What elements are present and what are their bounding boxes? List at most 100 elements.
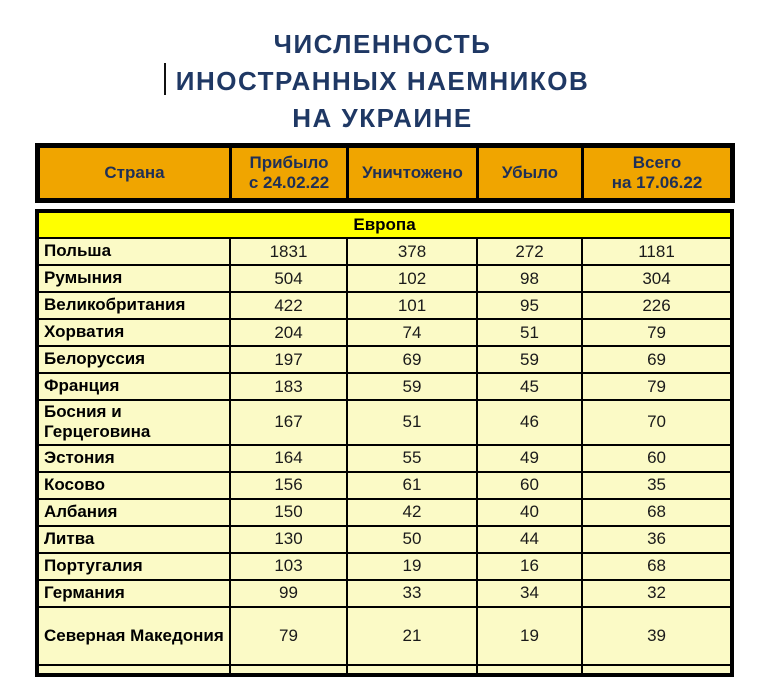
- value-cell: 44: [476, 524, 583, 554]
- value-cell: 36: [580, 524, 734, 554]
- value-cell: 69: [580, 345, 734, 374]
- title-line-2: ИНОСТРАННЫХ НАЕМНИКОВ: [175, 66, 590, 96]
- clipped-next-row: [36, 663, 734, 676]
- value-cell: 50: [346, 524, 478, 554]
- section-row-europe: Европа: [35, 210, 734, 239]
- value-cell: 101: [346, 291, 478, 320]
- country-cell: Португалия: [36, 551, 231, 581]
- table-row: Румыния 504 102 98 304: [36, 264, 734, 293]
- clipped-cell: [229, 663, 348, 676]
- value-cell: 1181: [580, 237, 734, 266]
- value-cell: 60: [476, 470, 583, 500]
- value-cell: 51: [476, 318, 583, 347]
- country-cell: Польша: [36, 237, 231, 266]
- table-row: Великобритания 422 101 95 226: [36, 291, 734, 320]
- country-cell: Северная Македония: [36, 605, 231, 666]
- value-cell: 204: [229, 318, 348, 347]
- header-cell-country: Страна: [36, 144, 232, 202]
- value-cell: 35: [580, 470, 734, 500]
- table-header-band: Страна Прибыло с 24.02.22 Уничтожено Убы…: [35, 143, 735, 203]
- country-cell: Босния и Герцеговина: [36, 399, 231, 446]
- value-cell: 33: [346, 578, 478, 608]
- value-cell: 378: [346, 237, 478, 266]
- table-row: Хорватия 204 74 51 79: [36, 318, 734, 347]
- value-cell: 19: [476, 605, 583, 666]
- value-cell: 226: [580, 291, 734, 320]
- value-cell: 164: [229, 443, 348, 473]
- table-row: Литва 130 50 44 36: [36, 524, 734, 554]
- country-cell: Косово: [36, 470, 231, 500]
- value-cell: 68: [580, 551, 734, 581]
- value-cell: 16: [476, 551, 583, 581]
- country-cell: Германия: [36, 578, 231, 608]
- value-cell: 55: [346, 443, 478, 473]
- value-cell: 32: [580, 578, 734, 608]
- value-cell: 150: [229, 497, 348, 527]
- section-label: Европа: [35, 210, 734, 239]
- value-cell: 130: [229, 524, 348, 554]
- table-row: Албания 150 42 40 68: [36, 497, 734, 527]
- table-body: Польша 1831 378 272 1181 Румыния 504 102 98 304 Ве…: [36, 237, 734, 666]
- value-cell: 19: [346, 551, 478, 581]
- value-cell: 272: [476, 237, 583, 266]
- table-row: Португалия 103 19 16 68: [36, 551, 734, 581]
- data-table: Европа Польша 1831 378 272 1181 Румыния 504 102…: [35, 209, 735, 677]
- value-cell: 103: [229, 551, 348, 581]
- value-cell: 46: [476, 399, 583, 446]
- header-cell-destroyed: Уничтожено: [346, 144, 479, 202]
- value-cell: 304: [580, 264, 734, 293]
- country-cell: Албания: [36, 497, 231, 527]
- value-cell: 34: [476, 578, 583, 608]
- table-row: Польша 1831 378 272 1181: [36, 237, 734, 266]
- header-cell-arrived: Прибыло с 24.02.22: [229, 144, 349, 202]
- country-cell: Румыния: [36, 264, 231, 293]
- value-cell: 197: [229, 345, 348, 374]
- value-cell: 102: [346, 264, 478, 293]
- value-cell: 59: [346, 372, 478, 401]
- clipped-cell: [346, 663, 478, 676]
- value-cell: 79: [229, 605, 348, 666]
- country-cell: Белоруссия: [36, 345, 231, 374]
- value-cell: 45: [476, 372, 583, 401]
- header-row: Страна Прибыло с 24.02.22 Уничтожено Убы…: [36, 144, 734, 202]
- value-cell: 42: [346, 497, 478, 527]
- value-cell: 183: [229, 372, 348, 401]
- value-cell: 61: [346, 470, 478, 500]
- value-cell: 167: [229, 399, 348, 446]
- document-title: ЧИСЛЕННОСТЬ ИНОСТРАННЫХ НАЕМНИКОВ НА УКР…: [0, 26, 765, 137]
- value-cell: 98: [476, 264, 583, 293]
- table-row: Эстония 164 55 49 60: [36, 443, 734, 473]
- text-cursor-caret: [164, 63, 166, 95]
- table-row: Босния и Герцеговина 167 51 46 70: [36, 399, 734, 446]
- country-cell: Литва: [36, 524, 231, 554]
- title-line-1: ЧИСЛЕННОСТЬ: [273, 29, 492, 59]
- value-cell: 51: [346, 399, 478, 446]
- value-cell: 21: [346, 605, 478, 666]
- value-cell: 39: [580, 605, 734, 666]
- country-cell: Хорватия: [36, 318, 231, 347]
- title-line-3: НА УКРАИНЕ: [292, 103, 473, 133]
- value-cell: 95: [476, 291, 583, 320]
- country-cell: Эстония: [36, 443, 231, 473]
- clipped-cell: [476, 663, 583, 676]
- country-cell: Великобритания: [36, 291, 231, 320]
- value-cell: 49: [476, 443, 583, 473]
- clipped-cell: [580, 663, 734, 676]
- value-cell: 79: [580, 318, 734, 347]
- value-cell: 99: [229, 578, 348, 608]
- header-cell-total: Всего на 17.06.22: [581, 144, 734, 202]
- value-cell: 59: [476, 345, 583, 374]
- value-cell: 40: [476, 497, 583, 527]
- value-cell: 74: [346, 318, 478, 347]
- value-cell: 422: [229, 291, 348, 320]
- value-cell: 156: [229, 470, 348, 500]
- value-cell: 69: [346, 345, 478, 374]
- table-row: Франция 183 59 45 79: [36, 372, 734, 401]
- table-row: Германия 99 33 34 32: [36, 578, 734, 608]
- value-cell: 1831: [229, 237, 348, 266]
- value-cell: 68: [580, 497, 734, 527]
- country-cell: Франция: [36, 372, 231, 401]
- table-row: Северная Македония 79 21 19 39: [36, 605, 734, 666]
- table-row: Белоруссия 197 69 59 69: [36, 345, 734, 374]
